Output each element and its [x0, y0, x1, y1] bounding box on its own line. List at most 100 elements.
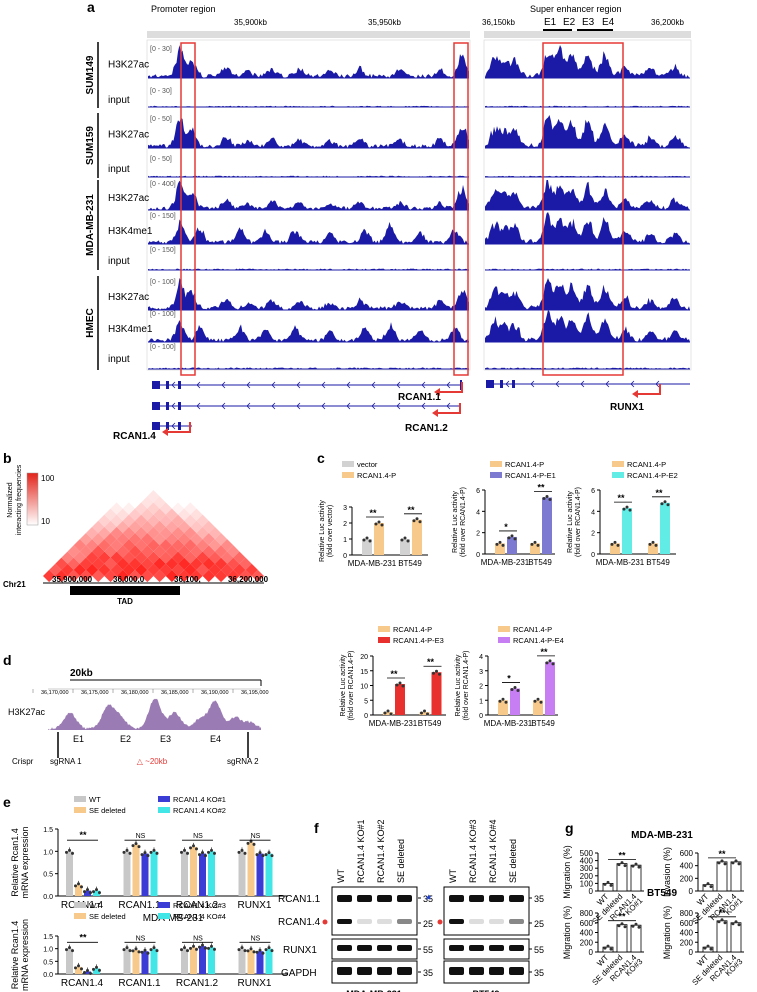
track-left-5: [148, 219, 469, 244]
data-point: [609, 947, 613, 951]
data-point: [377, 520, 381, 524]
bar: [247, 949, 255, 974]
data-point: [213, 851, 216, 855]
y-tick-label: 1.0: [43, 849, 53, 856]
hic-cell: [178, 496, 191, 509]
bar: [132, 949, 140, 974]
legend-swatch: [490, 461, 502, 467]
data-point: [92, 967, 95, 971]
band-runx1: [397, 945, 412, 951]
hic-cell: [128, 508, 142, 521]
data-point: [155, 851, 159, 855]
gene-runx1-arrow: [555, 380, 560, 388]
y-tick-label: 0: [689, 948, 694, 957]
data-point: [498, 540, 502, 544]
legend-swatch: [158, 902, 170, 908]
gene-rcan14-arrow: [171, 422, 176, 430]
hic-cell: [55, 569, 68, 583]
legend-label: SE deleted: [89, 912, 126, 921]
hic-cell: [214, 569, 228, 583]
data-point: [634, 922, 638, 926]
bar: [123, 851, 131, 896]
band-rcan14: [357, 919, 372, 924]
hic-cell: [79, 545, 93, 558]
bar: [208, 947, 215, 974]
y-label: (fold over RCAN1.4-P): [575, 487, 582, 557]
y-label: Relative Luc activity: [567, 491, 574, 553]
x-cat-label: MDA-MB-231: [369, 719, 418, 728]
data-point: [149, 850, 153, 854]
hic-cell: [159, 551, 172, 564]
coord-label: 36,170,000: [41, 690, 69, 696]
bar: [730, 861, 742, 892]
data-point: [400, 538, 404, 542]
track-right-7: [485, 278, 690, 310]
data-point: [201, 943, 204, 947]
data-point: [533, 540, 537, 544]
data-point: [606, 880, 610, 884]
data-point: [628, 508, 632, 512]
sig-label: **: [79, 932, 87, 942]
band-runx1: [377, 945, 392, 951]
gene-rcan11-arrow: [346, 381, 351, 389]
blot-runx1: [331, 938, 418, 960]
legend-swatch: [490, 472, 502, 478]
y-label: Relative Luc activity: [319, 500, 326, 562]
y-tick-label: 600: [680, 919, 694, 928]
y-tick-label: 0.0: [43, 894, 53, 901]
sgrna2-label: sgRNA 2: [227, 757, 259, 766]
y-tick-label: 1.5: [43, 934, 53, 941]
track-label: H3K27ac: [108, 193, 149, 204]
mw-label: 55: [534, 945, 544, 955]
hic-cell: [171, 490, 185, 503]
data-point: [365, 536, 369, 540]
y-tick-label: 200: [680, 938, 694, 947]
band-rcan11: [449, 895, 464, 902]
ruler-left: [147, 31, 470, 38]
legend-label: WT: [89, 795, 101, 804]
data-point: [706, 882, 710, 886]
data-point: [65, 850, 68, 854]
band-runx1: [509, 945, 524, 951]
gene-rcan12-exon: [152, 402, 160, 410]
data-point: [368, 539, 372, 543]
legend-swatch: [378, 637, 390, 643]
hic-cell: [159, 502, 172, 515]
data-point: [423, 709, 426, 713]
row-label-gapdh: GAPDH: [281, 968, 317, 979]
coord-label: 35,900kb: [234, 18, 267, 27]
track-left-0: [148, 45, 469, 78]
gene-rcan11-arrow: [221, 381, 226, 389]
hic-cell: [67, 557, 80, 570]
gene-rcan11-arrow: [246, 381, 251, 389]
track-label: H3K27ac: [108, 130, 149, 141]
y-label: Relative Luc activity: [452, 491, 459, 553]
data-point: [395, 683, 399, 687]
gene-rcan12-arrow: [171, 402, 176, 410]
data-point: [77, 964, 80, 968]
hic-cell: [135, 477, 148, 491]
data-point: [616, 543, 620, 547]
data-point: [703, 946, 707, 950]
track-right-5: [485, 212, 690, 244]
data-point: [545, 494, 549, 498]
y-tick-label: 2: [479, 684, 483, 691]
chart-c5: 0 1 2 3 4 RCAN1.4-P RCAN1.4-P-E4 * MDA-MB-231 ** B…: [455, 625, 564, 728]
hic-cell: [184, 514, 197, 527]
bar: [648, 543, 658, 554]
data-point: [252, 842, 256, 846]
gene-rcan12-arrow: [346, 402, 351, 410]
lane-label: RCAN1.4 KO#1: [356, 819, 366, 883]
track-range: [0 - 100]: [150, 344, 176, 351]
legend-swatch: [74, 796, 86, 802]
track-left-4: [148, 180, 469, 210]
gene-rcan11-arrow: [396, 381, 401, 389]
data-point: [180, 850, 183, 854]
data-point: [152, 848, 156, 852]
x-cat-label: BT549: [646, 558, 670, 567]
data-point: [258, 948, 262, 952]
group-label-HMEC: HMEC: [85, 308, 96, 337]
hic-cell: [141, 496, 154, 509]
y-tick-label: 400: [580, 857, 594, 866]
bar: [190, 947, 197, 974]
